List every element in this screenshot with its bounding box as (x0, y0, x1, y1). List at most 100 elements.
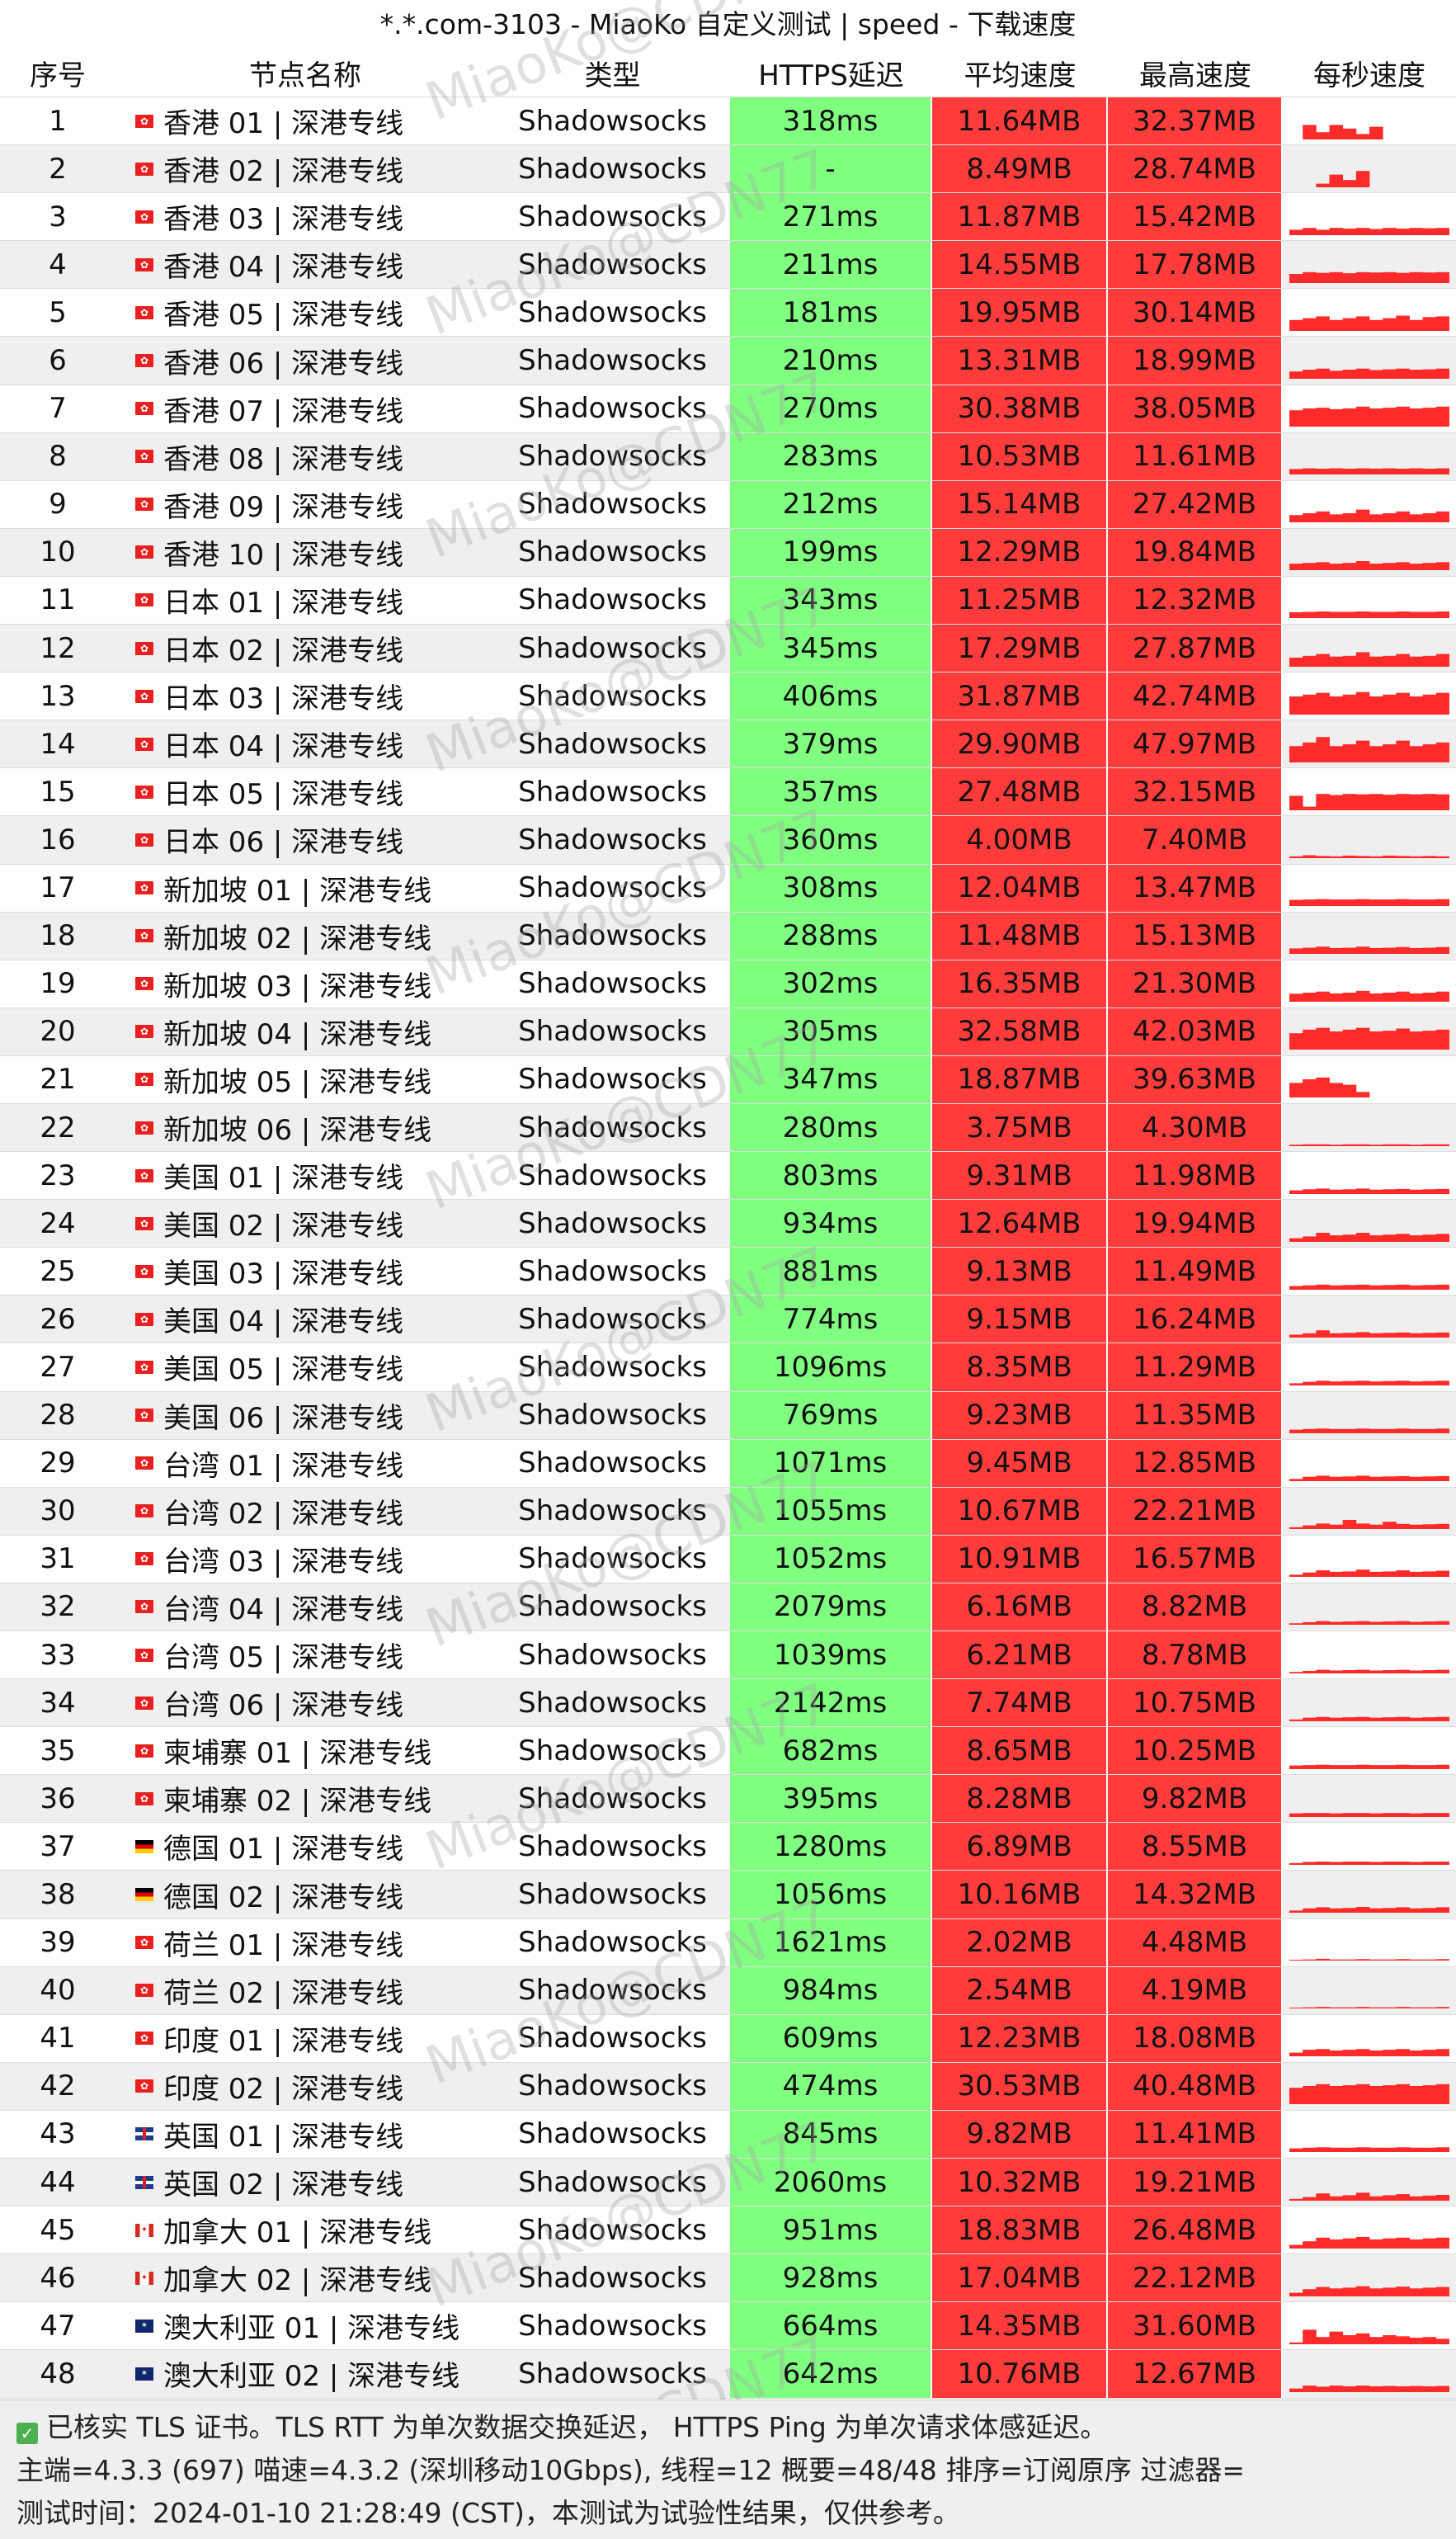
row-type: Shadowsocks (518, 1878, 707, 1912)
row-https-latency: 1055ms (730, 1487, 932, 1535)
sparkline-bar (1422, 1144, 1437, 1146)
row-index: 15 (40, 775, 76, 809)
table-row: 13 ✿ 日本 03 | 深港专线 Shadowsocks 406ms 31.87MB 42… (0, 673, 1456, 721)
hk-flag-icon: ✿ (135, 1696, 153, 1710)
row-type: Shadowsocks (518, 1111, 707, 1144)
sparkline-bar (1289, 1334, 1303, 1338)
row-index: 23 (40, 1159, 76, 1192)
sparkline-bar (1289, 2388, 1303, 2392)
row-node-name: ✿ 日本 02 | 深港专线 (115, 625, 495, 672)
row-per-second-speed (1283, 1295, 1456, 1343)
sparkline-bar (1303, 694, 1317, 715)
sparkline-bar (1303, 1144, 1317, 1146)
hk-flag-icon: ✿ (135, 929, 153, 943)
row-type: Shadowsocks (518, 1829, 707, 1863)
row-max-speed: 18.99MB (1108, 337, 1283, 385)
row-per-second-speed (1283, 2015, 1456, 2062)
sparkline-bar (1289, 1479, 1303, 1482)
sparkline-bar (1329, 174, 1344, 187)
sparkline-bar (1383, 2085, 1397, 2105)
sparkline-bar (1409, 1959, 1424, 1961)
sparkline-bar (1303, 318, 1317, 331)
sparkline-bar (1396, 1621, 1410, 1626)
sparkline-bar (1289, 564, 1303, 571)
row-type: Shadowsocks (518, 104, 707, 138)
row-avg-speed: 8.65MB (932, 1727, 1108, 1775)
table-row: 12 ✿ 日本 02 | 深港专线 Shadowsocks 345ms 17.29MB 27… (0, 625, 1456, 673)
sparkline-bar (1355, 2147, 1370, 2153)
node-name-label: 香港 06 | 深港专线 (163, 347, 404, 380)
speed-sparkline (1303, 124, 1383, 139)
row-index: 34 (40, 1686, 76, 1720)
sparkline-bar (1316, 692, 1330, 715)
sparkline-bar (1409, 1908, 1424, 1914)
row-max-speed: 12.67MB (1108, 2350, 1283, 2398)
row-avg-speed: 10.91MB (932, 1535, 1108, 1583)
table-row: 14 ✿ 日本 04 | 深港专线 Shadowsocks 379ms 29.90MB 47… (0, 720, 1456, 769)
row-https-latency: 609ms (730, 2014, 932, 2062)
sparkline-bar (1409, 993, 1424, 1003)
sparkline-bar (1355, 1669, 1370, 1673)
hk-flag-icon: ✿ (135, 1504, 153, 1518)
sparkline-bar (1409, 696, 1424, 715)
row-max-speed: 11.41MB (1108, 2110, 1283, 2159)
row-avg-speed: 2.02MB (932, 1918, 1108, 1966)
sparkline-bar (1383, 318, 1397, 331)
row-avg-speed: 6.21MB (932, 1631, 1108, 1679)
sparkline-bar (1383, 2194, 1397, 2201)
row-avg-speed: 10.16MB (932, 1871, 1108, 1918)
sparkline-bar (1289, 1238, 1303, 1242)
hk-flag-icon: ✿ (135, 1984, 153, 1998)
sparkline-bar (1289, 1144, 1303, 1146)
sparkline-bar (1383, 563, 1397, 571)
sparkline-bar (1303, 513, 1317, 523)
speed-sparkline (1289, 2329, 1449, 2344)
hk-flag-icon: ✿ (135, 785, 153, 799)
sparkline-bar (1329, 1381, 1344, 1385)
row-index: 2 (49, 152, 67, 186)
row-type: Shadowsocks (518, 871, 707, 905)
row-per-second-speed (1283, 673, 1456, 720)
sparkline-bar (1355, 740, 1370, 762)
sparkline-bar (1435, 1030, 1449, 1050)
row-https-latency: 2079ms (730, 1583, 932, 1631)
row-per-second-speed (1283, 1679, 1456, 1726)
sparkline-bar (1355, 1027, 1370, 1050)
row-node-name: ✿ 柬埔寨 02 | 深港专线 (115, 1775, 495, 1822)
row-per-second-speed (1283, 481, 1456, 528)
row-max-speed: 30.14MB (1108, 289, 1283, 337)
row-type: Shadowsocks (518, 392, 707, 426)
row-type: Shadowsocks (518, 583, 707, 617)
row-max-speed: 17.78MB (1108, 241, 1283, 289)
sparkline-bar (1355, 1475, 1370, 1482)
sparkline-bar (1435, 946, 1449, 955)
row-index: 33 (40, 1638, 76, 1672)
table-row: 27 ✿ 美国 05 | 深港专线 Shadowsocks 1096ms 8.35MB 11… (0, 1343, 1456, 1392)
sparkline-bar (1355, 2236, 1370, 2249)
sparkline-bar (1369, 1908, 1383, 1914)
node-name-label: 澳大利亚 02 | 深港专线 (163, 2360, 460, 2394)
table-row: 5 ✿ 香港 05 | 深港专线 Shadowsocks 181ms 19.95MB 30.… (0, 289, 1456, 337)
sparkline-bar (1369, 2239, 1383, 2249)
node-name-label: 新加坡 01 | 深港专线 (163, 874, 432, 908)
sparkline-bar (1329, 1862, 1344, 1865)
sparkline-bar (1409, 1381, 1424, 1385)
speed-sparkline (1289, 1621, 1449, 1626)
header-index: 序号 (30, 59, 86, 92)
table-row: 16 ✿ 日本 06 | 深港专线 Shadowsocks 360ms 4.00MB 7.4… (0, 816, 1456, 865)
sparkline-bar (1316, 899, 1330, 907)
row-max-speed: 10.75MB (1108, 1679, 1283, 1727)
sparkline-bar (1355, 2192, 1370, 2201)
row-max-speed: 14.32MB (1108, 1871, 1283, 1918)
sparkline-bar (1342, 855, 1357, 858)
row-avg-speed: 9.23MB (932, 1391, 1108, 1439)
sparkline-bar (1383, 1188, 1397, 1194)
row-max-speed: 4.19MB (1108, 1966, 1283, 2014)
sparkline-bar (1316, 2147, 1330, 2153)
sparkline-bar (1355, 2333, 1370, 2344)
speed-sparkline (1289, 2286, 1449, 2296)
sparkline-bar (1316, 1523, 1330, 1530)
sparkline-bar (1303, 2240, 1317, 2249)
sparkline-bar (1422, 469, 1437, 475)
